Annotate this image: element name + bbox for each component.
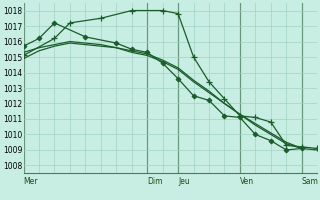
Text: Sam: Sam [302, 177, 319, 186]
Text: Ven: Ven [240, 177, 254, 186]
Text: Jeu: Jeu [178, 177, 190, 186]
Text: Mer: Mer [24, 177, 38, 186]
Text: Dim: Dim [147, 177, 163, 186]
